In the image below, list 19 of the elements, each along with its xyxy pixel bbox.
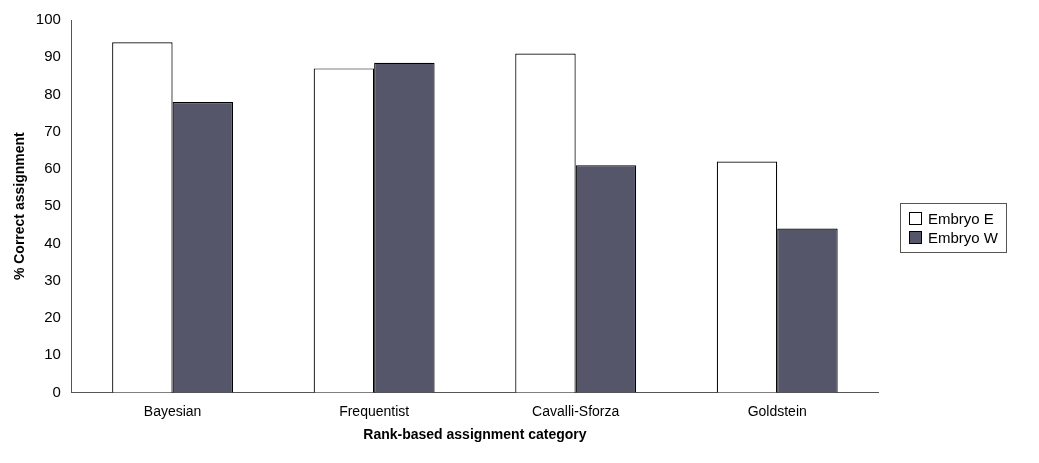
y-tick-label: 100 — [35, 10, 61, 28]
y-axis-title: % Correct assignment — [11, 131, 28, 281]
y-tick-label: 30 — [44, 270, 61, 288]
y-tick-label: 40 — [44, 233, 61, 251]
y-tick-label: 10 — [44, 345, 61, 363]
x-tick-label: Goldstein — [747, 402, 807, 419]
y-tick-label: 20 — [44, 308, 61, 326]
text: Embryo E — [928, 210, 994, 227]
y-tick-label: 70 — [44, 121, 61, 139]
y-tick-label: 50 — [44, 196, 61, 214]
y-tick-label: 90 — [44, 47, 61, 65]
x-axis-title: Rank-based assignment category — [363, 426, 587, 443]
x-tick-label: Bayesian — [143, 402, 202, 419]
y-tick-label: 60 — [44, 159, 61, 177]
x-tick-label: Frequentist — [339, 402, 410, 419]
x-tick-label: Cavalli-Sforza — [532, 402, 620, 419]
y-tick-label: 80 — [44, 84, 61, 102]
y-tick-label: 0 — [52, 382, 61, 400]
legend-label: Embryo W — [928, 229, 999, 246]
